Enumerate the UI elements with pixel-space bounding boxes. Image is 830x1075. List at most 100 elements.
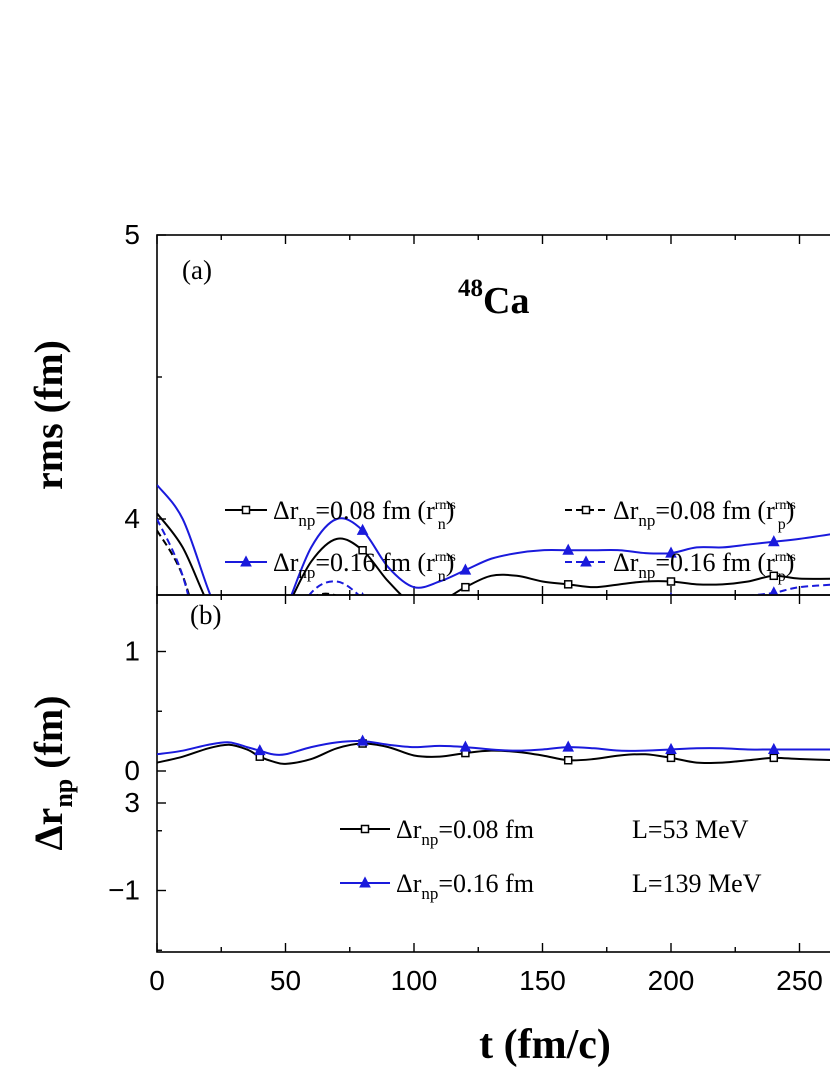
legend-label-part: Δr — [273, 496, 299, 525]
data-point — [769, 586, 779, 595]
legend-label-part: ) — [786, 496, 795, 525]
legend-label-part: rms — [435, 550, 456, 565]
legend-label-part: np — [298, 511, 315, 530]
panel-a-series — [157, 484, 830, 717]
data-point — [563, 602, 573, 612]
legend-label-part: Δr — [613, 548, 639, 577]
legend-label-part: np — [421, 884, 438, 903]
legend-slope-label: L=139 MeV — [632, 869, 762, 898]
data-point — [769, 571, 779, 581]
legend-label-part: p — [778, 568, 786, 585]
legend-label-part: np — [638, 563, 655, 582]
legend-marker — [359, 876, 371, 888]
x-tick-label: 250 — [776, 965, 823, 996]
x-tick-label: 100 — [391, 965, 438, 996]
legend-label-part: rms — [775, 550, 796, 565]
legend-label-part: =0.08 fm (r — [655, 496, 775, 525]
panel-a-legend: Δrnp=0.08 fm (rrms n) Δrnp=0.08 fm (rrms p)… — [225, 496, 796, 585]
legend-label-part: =0.16 fm (r — [315, 548, 435, 577]
legend-label-part: np — [421, 830, 438, 849]
legend-label-part: np — [638, 511, 655, 530]
legend-label-part: ) — [786, 548, 795, 577]
data-point — [562, 740, 575, 752]
x-tick-label: 200 — [648, 965, 695, 996]
legend-label-part: =0.16 fm (r — [655, 548, 775, 577]
data-point — [356, 523, 369, 535]
y-tick-label: −1 — [108, 875, 140, 906]
legend-label-part: =0.08 fm (r — [315, 496, 435, 525]
data-point — [565, 606, 572, 613]
legend-label-part: Δr — [273, 548, 299, 577]
data-point — [356, 734, 369, 746]
panel-b-series — [157, 734, 830, 765]
legend-label: Δrnp=0.08 fm — [396, 815, 534, 849]
data-point — [563, 580, 573, 589]
y-tick-label: 1 — [124, 636, 140, 667]
data-point — [562, 543, 575, 555]
nucleus-title: 48Ca — [458, 275, 529, 322]
legend-label-part: rms — [435, 498, 456, 513]
data-point — [255, 661, 265, 671]
y-tick-label: 5 — [124, 219, 140, 250]
panel-b-ylabel: Δrnp (fm) — [26, 695, 78, 850]
nucleus-symbol: Ca — [483, 280, 529, 322]
legend-marker — [360, 824, 370, 834]
panel-b-ylabel-unit: (fm) — [26, 695, 71, 778]
data-point — [665, 546, 677, 558]
data-point — [459, 740, 472, 752]
data-point — [255, 707, 265, 717]
panel-b-tick-labels: −1 0 1 0 50 100 150 200 250 — [108, 636, 823, 997]
legend-label: Δrnp=0.16 fm (rrms n) — [273, 548, 456, 585]
legend-label-part: ) — [446, 548, 455, 577]
legend-label-part: =0.16 fm — [438, 869, 534, 898]
panel-a-tick-labels: 3 4 5 — [124, 219, 140, 818]
legend-label-part: ) — [446, 496, 455, 525]
y-tick-label: 0 — [124, 755, 140, 786]
legend-label: Δrnp=0.16 fm — [396, 869, 534, 903]
y-tick-label: 4 — [124, 503, 140, 534]
x-tick-label: 150 — [519, 965, 566, 996]
legend-label-part: Δr — [613, 496, 639, 525]
legend-label-part: n — [438, 516, 446, 533]
data-point — [666, 753, 676, 763]
panel-a-label: (a) — [182, 255, 212, 285]
series-line-1 — [157, 512, 830, 595]
panel-b-ticks — [156, 595, 801, 952]
data-point — [769, 753, 779, 763]
legend-label-part: Δr — [396, 869, 422, 898]
legend-label-part: rms — [775, 498, 796, 513]
x-tick-label: 50 — [270, 965, 301, 996]
legend-label: Δrnp=0.08 fm (rrms n) — [273, 496, 456, 533]
legend-slope-label: L=53 MeV — [632, 815, 749, 844]
series-line-3 — [157, 484, 830, 595]
data-point — [563, 755, 573, 765]
nucleus-mass-number: 48 — [458, 275, 483, 302]
legend-label-part: n — [438, 568, 446, 585]
data-point — [767, 535, 780, 547]
legend-label-part: np — [298, 563, 315, 582]
data-point — [665, 742, 677, 754]
data-point — [767, 742, 780, 754]
x-tick-label: 0 — [149, 965, 165, 996]
legend-marker — [240, 555, 252, 567]
data-point — [256, 646, 263, 653]
y-tick-label: 3 — [124, 787, 140, 818]
data-point — [359, 612, 366, 619]
data-point — [461, 582, 470, 592]
x-axis-label: t (fm/c) — [479, 1022, 611, 1068]
panel-a-ylabel: rms (fm) — [26, 340, 71, 490]
legend-label-part: Δr — [396, 815, 422, 844]
data-point — [668, 606, 675, 613]
data-point — [462, 626, 469, 633]
panel-a: 345 (a) 48Ca rms (fm) Δrnp=0.08 fm (rrms… — [26, 219, 830, 818]
panel-b-ylabel-main: Δr — [26, 808, 71, 851]
data-point — [770, 604, 777, 611]
legend-marker — [581, 505, 591, 515]
panel-b-ylabel-sub: np — [49, 779, 78, 808]
legend-marker — [241, 505, 251, 515]
data-point — [358, 545, 367, 555]
panel-b-frame — [156, 594, 830, 953]
